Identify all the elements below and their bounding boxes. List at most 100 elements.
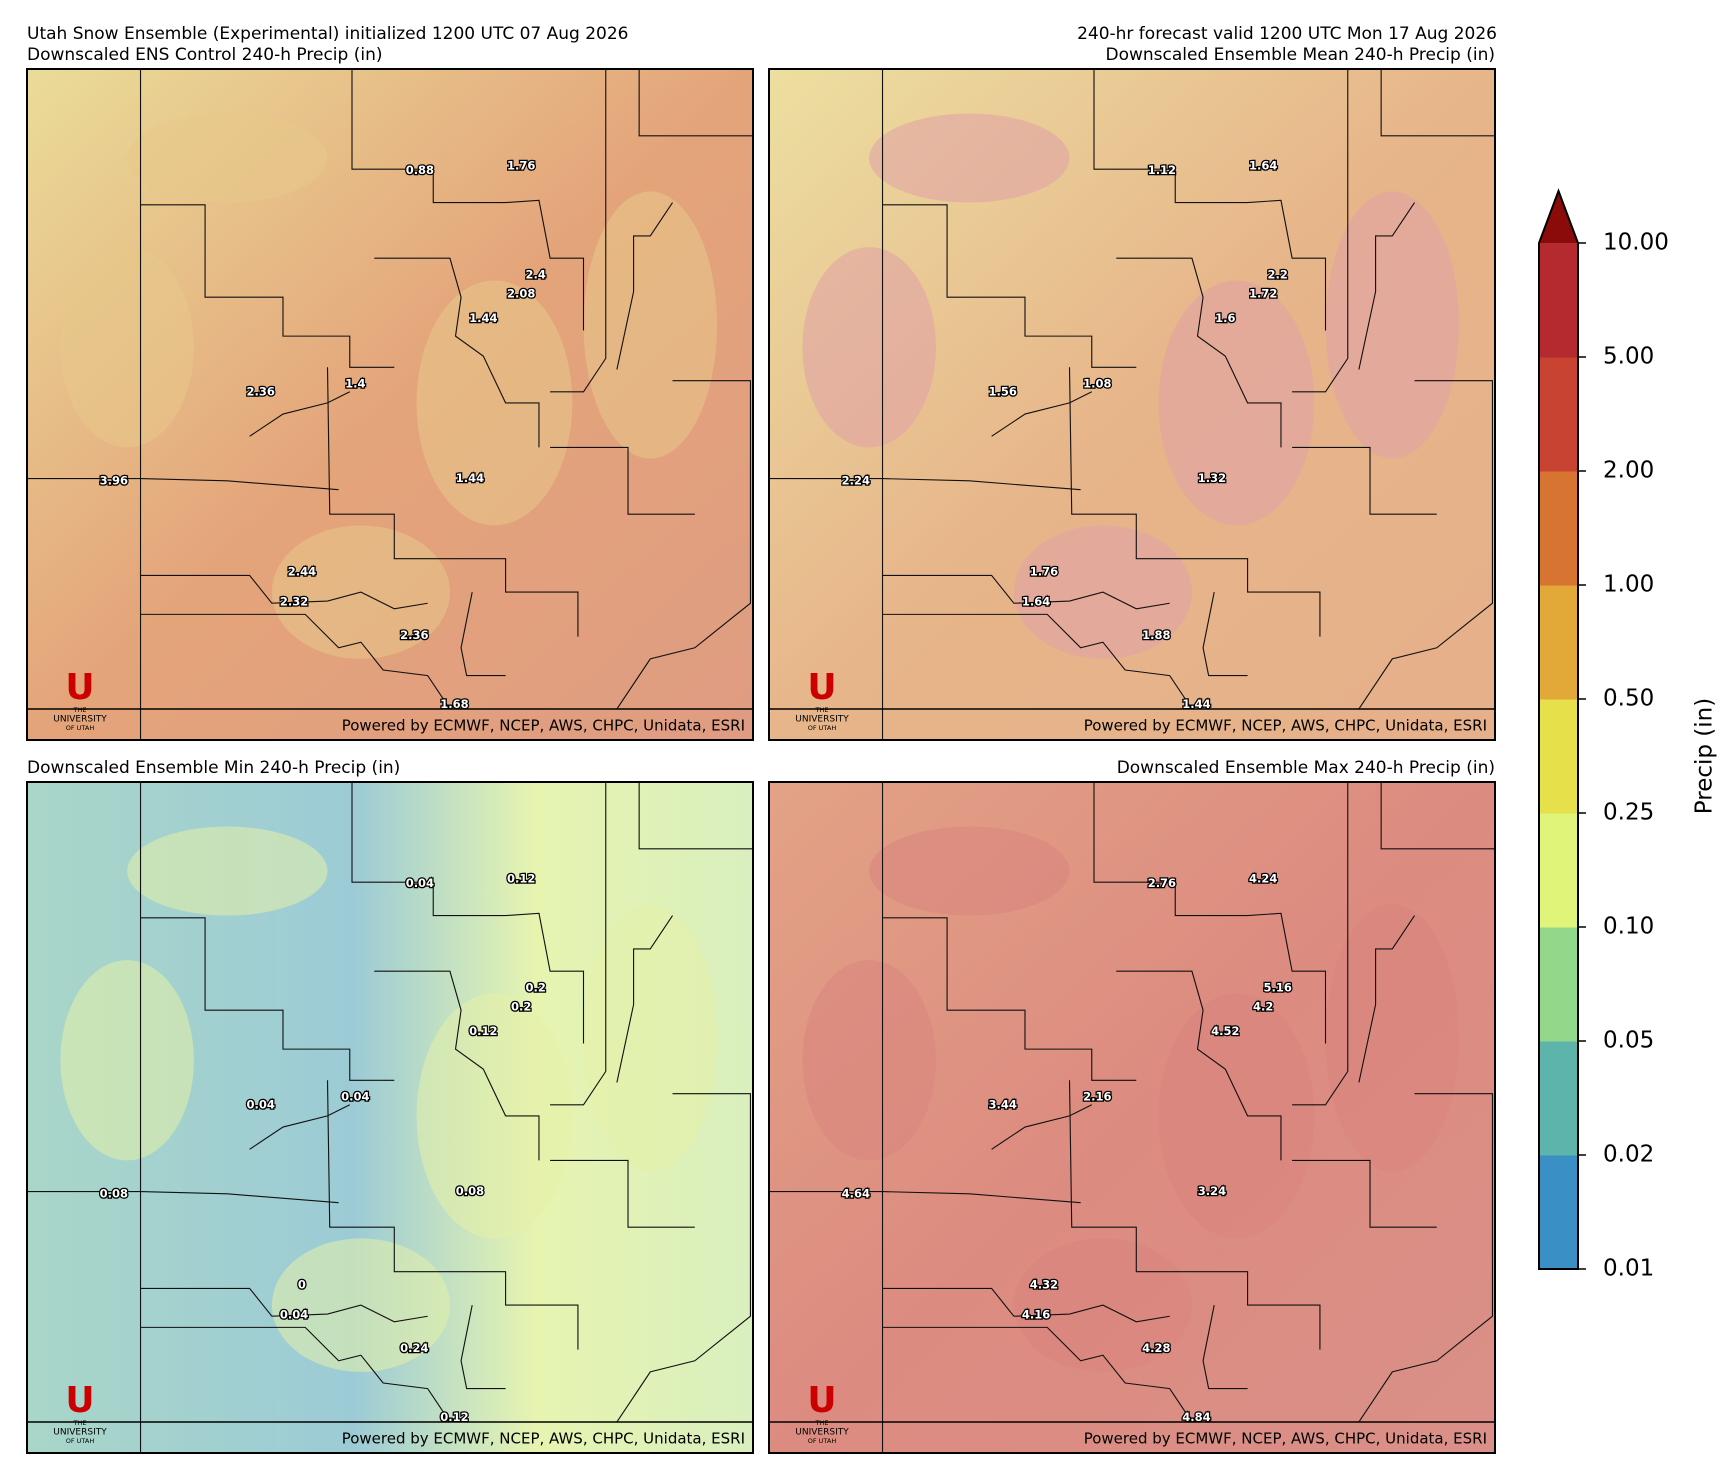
county-border (140, 204, 395, 368)
terrain-shade (583, 904, 718, 1172)
credit: Powered by ECMWF, NCEP, AWS, CHPC, Unida… (1084, 717, 1487, 735)
boundaries (769, 782, 1496, 1453)
county-border (1068, 367, 1321, 637)
terrain-shade (416, 280, 573, 526)
point-label: 1.6 (1215, 311, 1235, 325)
point-label: 0.04 (341, 1089, 369, 1103)
terrain-shade (869, 826, 1070, 916)
county-border (460, 592, 506, 677)
colorbar-tick-label: 0.01 (1603, 1256, 1654, 1282)
point-label: 0.24 (400, 1341, 428, 1355)
point-label: 2.08 (507, 286, 535, 300)
panel-title: Downscaled Ensemble Max 240-h Precip (in… (1117, 758, 1495, 778)
point-label: 1.72 (1249, 286, 1277, 300)
county-border (616, 1093, 752, 1423)
colorbar-band (1539, 813, 1578, 928)
colorbar-label: Precip (in) (1692, 698, 1718, 814)
county-border (1292, 782, 1349, 1106)
credit: Powered by ECMWF, NCEP, AWS, CHPC, Unida… (342, 717, 745, 735)
county-border (1358, 915, 1416, 1083)
point-label: 1.12 (1148, 163, 1176, 177)
point-label: 1.44 (456, 471, 484, 485)
county-border (140, 1326, 451, 1423)
county-border (1202, 592, 1248, 677)
county-border (1292, 446, 1437, 515)
logo-text: UNIVERSITY (795, 715, 849, 725)
county-border (1358, 380, 1494, 710)
point-label: 1.88 (1142, 628, 1170, 642)
point-label: 0.08 (456, 1184, 484, 1198)
point-label: 4.2 (1253, 999, 1273, 1013)
terrain-shade (1325, 191, 1460, 459)
colorbar-band (1539, 471, 1578, 586)
point-label: 2.16 (1083, 1089, 1111, 1103)
county-border (1068, 1080, 1321, 1350)
map-panel: Downscaled ENS Control 240-h Precip (in)… (26, 45, 754, 741)
county-border (882, 204, 1137, 368)
county-border (550, 782, 607, 1106)
county-border (991, 1104, 1093, 1150)
county-border (550, 1159, 695, 1228)
county-border (140, 917, 395, 1081)
terrain-shade (802, 960, 936, 1161)
county-border (616, 915, 674, 1083)
colorbar-band (1539, 243, 1578, 358)
county-border (374, 970, 540, 1161)
logo-text: UNIVERSITY (53, 1428, 107, 1438)
county-border (249, 1104, 351, 1150)
county-border (882, 917, 1137, 1081)
county-border (460, 1305, 506, 1390)
county-border (1380, 782, 1496, 850)
county-border (991, 391, 1093, 437)
county-border (882, 613, 1193, 710)
point-label: 4.24 (1249, 871, 1277, 885)
colorbar-band (1539, 699, 1578, 814)
point-label: 2.2 (1267, 267, 1287, 281)
terrain-shade (60, 247, 194, 448)
county-border (249, 391, 351, 437)
map-panel: Downscaled Ensemble Max 240-h Precip (in… (768, 758, 1496, 1454)
panel-frame (26, 68, 754, 741)
point-label: 4.84 (1182, 1410, 1210, 1424)
terrain-shade (127, 113, 328, 203)
county-border (1358, 1093, 1494, 1423)
boundaries (27, 69, 754, 740)
terrain-shade (1158, 280, 1315, 526)
county-border (550, 69, 607, 393)
header-valid: 240-hr forecast valid 1200 UTC Mon 17 Au… (1077, 24, 1497, 44)
logo-text: UNIVERSITY (53, 715, 107, 725)
colorbar-tick-label: 1.00 (1603, 572, 1654, 598)
panel-title: Downscaled Ensemble Min 240-h Precip (in… (27, 758, 400, 778)
panel-title: Downscaled Ensemble Mean 240-h Precip (i… (1106, 45, 1495, 65)
logo-letter: U (807, 1380, 836, 1421)
point-label: 4.28 (1142, 1341, 1170, 1355)
county-border (616, 380, 752, 710)
point-label: 2.4 (525, 267, 545, 281)
boundaries (769, 69, 1496, 740)
point-label: 3.44 (989, 1097, 1017, 1111)
point-label: 1.64 (1022, 595, 1050, 609)
colorbar-extend (1539, 191, 1578, 243)
colorbar-tick-label: 0.25 (1603, 800, 1654, 826)
county-border (616, 202, 674, 370)
point-label: 0.88 (406, 163, 434, 177)
county-border (882, 1287, 1170, 1323)
logo-text: UNIVERSITY (795, 1428, 849, 1438)
county-border (550, 446, 695, 515)
logo-text: OF UTAH (66, 724, 95, 732)
point-label: 4.64 (842, 1186, 870, 1200)
point-label: 3.96 (100, 473, 128, 487)
county-border (326, 367, 579, 637)
credit: Powered by ECMWF, NCEP, AWS, CHPC, Unida… (342, 1430, 745, 1448)
point-label: 1.76 (1030, 565, 1058, 579)
county-border (326, 1080, 579, 1350)
county-border (882, 574, 1170, 610)
colorbar-tick-label: 0.50 (1603, 686, 1654, 712)
terrain-shade (583, 191, 718, 459)
logo-text: THE (815, 706, 829, 714)
point-label: 2.32 (280, 595, 308, 609)
point-label: 2.36 (400, 628, 428, 642)
terrain-shade (127, 826, 328, 916)
point-label: 0.2 (525, 980, 545, 994)
terrain-shade (869, 113, 1070, 203)
